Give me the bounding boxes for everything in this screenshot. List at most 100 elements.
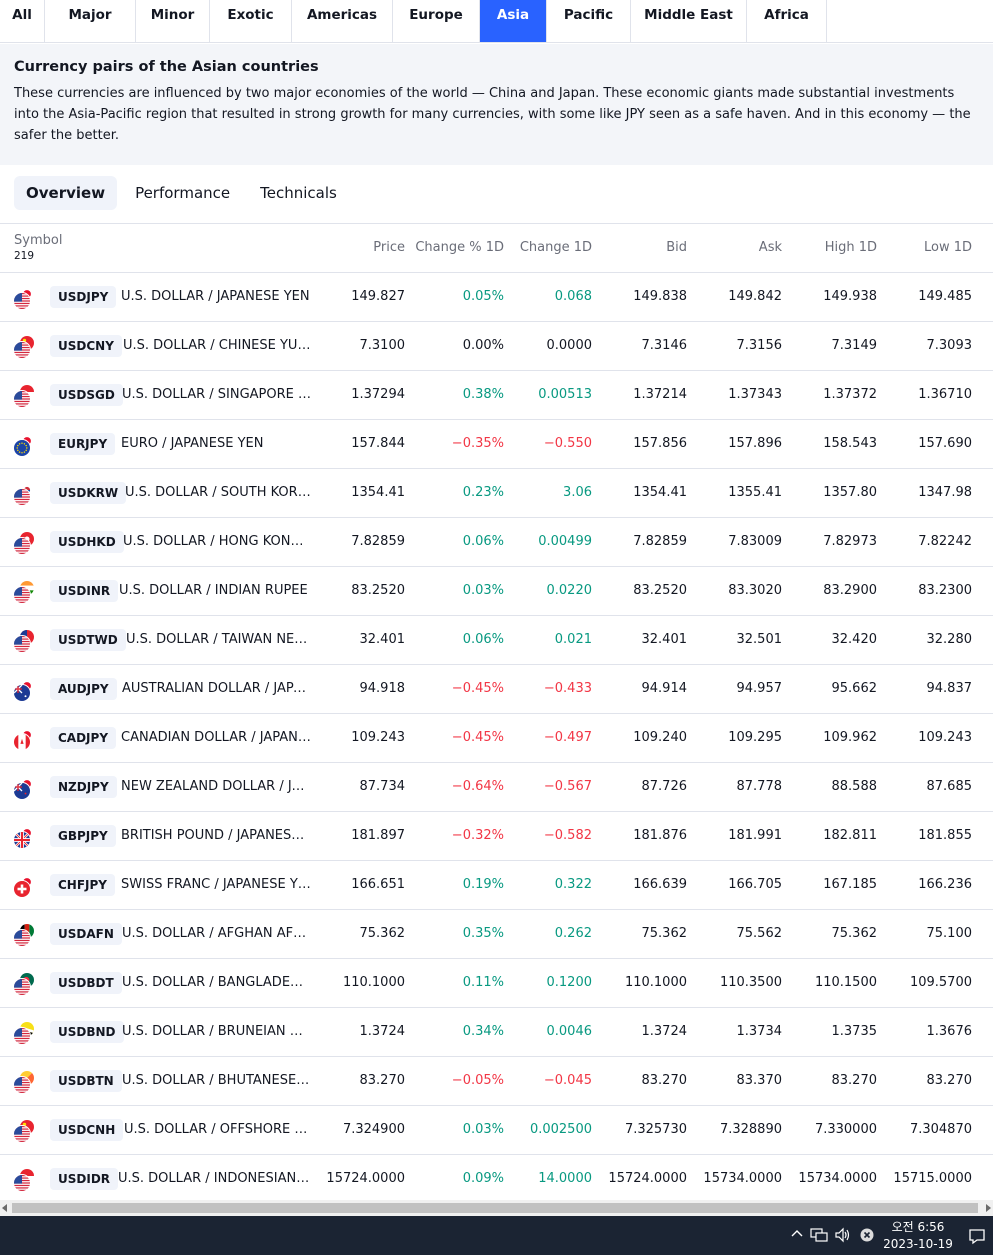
pair-name[interactable]: U.S. DOLLAR / AFGHAN AFG... <box>122 926 311 941</box>
cell-high: 83.2900 <box>823 583 877 598</box>
region-tab-exotic[interactable]: Exotic <box>210 0 292 42</box>
pair-name[interactable]: U.S. DOLLAR / INDONESIAN ... <box>118 1171 311 1186</box>
ticker-badge[interactable]: USDCNY <box>50 335 122 357</box>
scrollbar-thumb[interactable] <box>12 1203 978 1213</box>
table-row[interactable]: USDBTN U.S. DOLLAR / BHUTANESE ... 83.270 −… <box>0 1057 993 1106</box>
pair-name[interactable]: U.S. DOLLAR / SOUTH KORE... <box>125 485 311 500</box>
pair-name[interactable]: U.S. DOLLAR / CHINESE YUAN <box>123 338 311 353</box>
ticker-badge[interactable]: USDAFN <box>50 923 122 945</box>
scroll-right-icon[interactable] <box>986 1204 991 1212</box>
pair-name[interactable]: AUSTRALIAN DOLLAR / JAPA... <box>122 681 311 696</box>
pair-name[interactable]: U.S. DOLLAR / BANGLADESH... <box>122 975 311 990</box>
cell-change: 0.262 <box>554 926 592 941</box>
ticker-badge[interactable]: CADJPY <box>50 727 117 749</box>
region-tab-americas[interactable]: Americas <box>292 0 393 42</box>
column-header-ask[interactable]: Ask <box>758 240 782 255</box>
ticker-badge[interactable]: USDBDT <box>50 972 122 994</box>
cell-ask: 15734.0000 <box>703 1171 782 1186</box>
region-tab-asia[interactable]: Asia <box>480 0 547 42</box>
table-row[interactable]: USDJPY U.S. DOLLAR / JAPANESE YEN 149.827 0… <box>0 273 993 322</box>
column-header-symbol[interactable]: Symbol 219 <box>14 233 62 262</box>
table-row[interactable]: USDKRW U.S. DOLLAR / SOUTH KORE... 1354.41… <box>0 469 993 518</box>
cell-bid: 1.37214 <box>633 387 687 402</box>
table-row[interactable]: AUDJPY AUSTRALIAN DOLLAR / JAPA... 94.918 −… <box>0 665 993 714</box>
ticker-badge[interactable]: USDBTN <box>50 1070 122 1092</box>
cell-high: 182.811 <box>823 828 877 843</box>
ticker-badge[interactable]: USDKRW <box>50 482 127 504</box>
ticker-badge[interactable]: USDIDR <box>50 1168 119 1190</box>
table-row[interactable]: EURJPY EURO / JAPANESE YEN 157.844 −0.35% −0… <box>0 420 993 469</box>
column-header-change-pct[interactable]: Change % 1D <box>415 240 504 255</box>
cell-change-pct: 0.23% <box>462 485 504 500</box>
column-header-low[interactable]: Low 1D <box>923 240 972 255</box>
pair-name[interactable]: CANADIAN DOLLAR / JAPANE... <box>121 730 311 745</box>
table-row[interactable]: NZDJPY NEW ZEALAND DOLLAR / JA... 87.734 −0… <box>0 763 993 812</box>
pair-name[interactable]: NEW ZEALAND DOLLAR / JA... <box>121 779 311 794</box>
tab-overview[interactable]: Overview <box>14 176 118 210</box>
ticker-badge[interactable]: USDSGD <box>50 384 123 406</box>
pair-name[interactable]: EURO / JAPANESE YEN <box>121 436 264 451</box>
ticker-badge[interactable]: EURJPY <box>50 433 116 455</box>
cell-bid: 109.240 <box>633 730 687 745</box>
cell-ask: 7.3156 <box>736 338 783 353</box>
table-row[interactable]: CHFJPY SWISS FRANC / JAPANESE YEN 166.651 0… <box>0 861 993 910</box>
ticker-badge[interactable]: USDJPY <box>50 286 117 308</box>
tab-performance[interactable]: Performance <box>135 184 231 202</box>
ticker-badge[interactable]: USDHKD <box>50 531 124 553</box>
table-row[interactable]: USDINR U.S. DOLLAR / INDIAN RUPEE 83.2520 0… <box>0 567 993 616</box>
region-tab-africa[interactable]: Africa <box>747 0 827 42</box>
pair-name[interactable]: U.S. DOLLAR / HONG KONG ... <box>123 534 311 549</box>
table-row[interactable]: USDBDT U.S. DOLLAR / BANGLADESH... 110.100… <box>0 959 993 1008</box>
tray-chevron-up-icon[interactable] <box>788 1227 806 1245</box>
region-tab-all[interactable]: All <box>0 0 45 42</box>
column-header-high[interactable]: High 1D <box>824 240 877 255</box>
tab-technicals[interactable]: Technicals <box>260 184 337 202</box>
column-header-price[interactable]: Price <box>373 240 405 255</box>
pair-name[interactable]: U.S. DOLLAR / SINGAPORE D... <box>122 387 311 402</box>
network-icon[interactable] <box>810 1227 828 1245</box>
region-tab-europe[interactable]: Europe <box>393 0 480 42</box>
table-row[interactable]: USDSGD U.S. DOLLAR / SINGAPORE D... 1.3729… <box>0 371 993 420</box>
column-header-symbol-label: Symbol <box>14 233 63 248</box>
table-row[interactable]: USDCNH U.S. DOLLAR / OFFSHORE C... 7.32490… <box>0 1106 993 1155</box>
scroll-left-icon[interactable] <box>2 1204 7 1212</box>
no-connection-icon[interactable] <box>858 1227 876 1245</box>
table-row[interactable]: CADJPY CANADIAN DOLLAR / JAPANE... 109.243… <box>0 714 993 763</box>
ticker-badge[interactable]: NZDJPY <box>50 776 117 798</box>
pair-name[interactable]: BRITISH POUND / JAPANESE ... <box>121 828 311 843</box>
table-row[interactable]: USDAFN U.S. DOLLAR / AFGHAN AFG... 75.362 0… <box>0 910 993 959</box>
column-header-bid[interactable]: Bid <box>666 240 687 255</box>
ticker-badge[interactable]: GBPJPY <box>50 825 116 847</box>
region-tab-minor[interactable]: Minor <box>136 0 210 42</box>
notification-icon[interactable] <box>968 1227 986 1245</box>
flag-ch-icon <box>13 880 31 898</box>
pair-name[interactable]: U.S. DOLLAR / JAPANESE YEN <box>121 289 310 304</box>
region-tab-major[interactable]: Major <box>45 0 136 42</box>
ticker-badge[interactable]: CHFJPY <box>50 874 115 896</box>
ticker-badge[interactable]: USDTWD <box>50 629 126 651</box>
table-row[interactable]: GBPJPY BRITISH POUND / JAPANESE ... 181.89… <box>0 812 993 861</box>
table-row[interactable]: USDCNY U.S. DOLLAR / CHINESE YUAN 7.3100 0.… <box>0 322 993 371</box>
pair-name[interactable]: U.S. DOLLAR / TAIWAN NEW... <box>126 632 311 647</box>
pair-name[interactable]: U.S. DOLLAR / INDIAN RUPEE <box>119 583 308 598</box>
cell-high: 88.588 <box>831 779 878 794</box>
ticker-badge[interactable]: USDCNH <box>50 1119 124 1141</box>
table-row[interactable]: USDTWD U.S. DOLLAR / TAIWAN NEW... 32.401 0… <box>0 616 993 665</box>
table-row[interactable]: USDHKD U.S. DOLLAR / HONG KONG ... 7.82859… <box>0 518 993 567</box>
ticker-badge[interactable]: USDBND <box>50 1021 124 1043</box>
pair-name[interactable]: SWISS FRANC / JAPANESE YEN <box>121 877 311 892</box>
horizontal-scrollbar[interactable] <box>0 1200 993 1216</box>
pair-name[interactable]: U.S. DOLLAR / BHUTANESE ... <box>122 1073 311 1088</box>
table-row[interactable]: USDBND U.S. DOLLAR / BRUNEIAN D... 1.3724 0… <box>0 1008 993 1057</box>
ticker-badge[interactable]: AUDJPY <box>50 678 117 700</box>
cell-ask: 1.3734 <box>736 1024 783 1039</box>
ticker-badge[interactable]: USDINR <box>50 580 119 602</box>
taskbar-clock[interactable]: 오전 6:56 2023-10-19 <box>880 1219 956 1253</box>
region-tab-pacific[interactable]: Pacific <box>547 0 631 42</box>
volume-icon[interactable] <box>834 1227 852 1245</box>
table-row[interactable]: USDIDR U.S. DOLLAR / INDONESIAN ... 15724.… <box>0 1155 993 1204</box>
pair-name[interactable]: U.S. DOLLAR / BRUNEIAN D... <box>122 1024 311 1039</box>
column-header-change[interactable]: Change 1D <box>519 240 592 255</box>
region-tab-middle-east[interactable]: Middle East <box>631 0 747 42</box>
pair-name[interactable]: U.S. DOLLAR / OFFSHORE C... <box>124 1122 311 1137</box>
